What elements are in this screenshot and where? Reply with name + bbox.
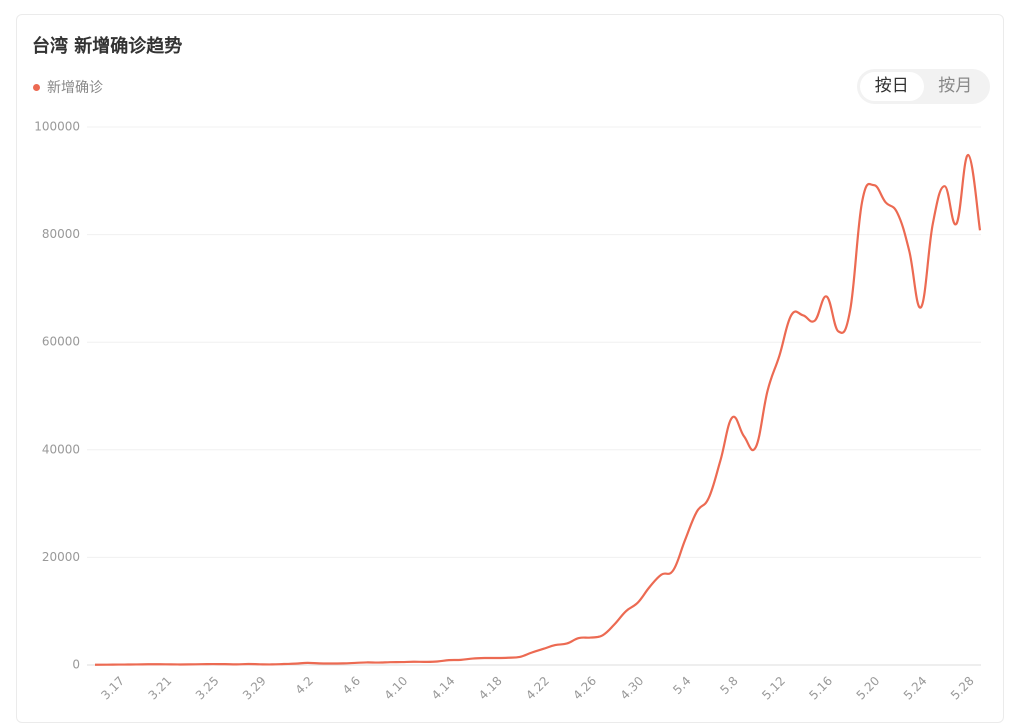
- legend: 新增确诊: [33, 77, 103, 97]
- legend-label: 新增确诊: [47, 80, 103, 96]
- x-tick-label: 4.6: [340, 674, 363, 697]
- x-tick-label: 4.14: [429, 674, 458, 703]
- toggle-day[interactable]: 按日: [860, 72, 924, 101]
- line: [94, 153, 982, 666]
- toggle: 按日 按月: [857, 69, 990, 104]
- x-tick-label: 4.10: [382, 674, 411, 703]
- legend-dot: [33, 83, 40, 91]
- x-tick-label: 5.12: [759, 674, 788, 703]
- x-tick-label: 5.4: [670, 674, 693, 697]
- x-tick-label: 4.18: [476, 674, 505, 703]
- y-tick-label: 0: [72, 658, 80, 672]
- x-tick-label: 4.26: [570, 674, 599, 703]
- x-tick-label: 5.8: [717, 674, 740, 697]
- x-tick-label: 4.22: [523, 674, 552, 703]
- x-tick-label: 5.28: [948, 674, 977, 703]
- y-tick-label: 40000: [42, 442, 80, 456]
- y-tick-label: 100000: [34, 120, 80, 134]
- x-tick-label: 3.21: [146, 674, 175, 703]
- card: [16, 14, 1004, 723]
- chart-title: 台湾 新增确诊趋势: [32, 36, 183, 57]
- y-tick-label: 60000: [42, 335, 80, 349]
- x-tick-label: 4.30: [618, 674, 647, 703]
- x-tick-label: 5.24: [901, 674, 930, 703]
- toggle-month[interactable]: 按月: [938, 76, 973, 96]
- x-tick-label: 4.2: [293, 674, 316, 697]
- x-tick-label: 3.29: [240, 674, 269, 703]
- x-tick-label: 3.17: [98, 674, 127, 703]
- x-tick-label: 5.20: [854, 674, 883, 703]
- x-tick-label: 5.16: [806, 674, 835, 703]
- y-tick-label: 80000: [42, 227, 80, 241]
- x-tick-label: 3.25: [193, 674, 222, 703]
- y-tick-label: 20000: [42, 550, 80, 564]
